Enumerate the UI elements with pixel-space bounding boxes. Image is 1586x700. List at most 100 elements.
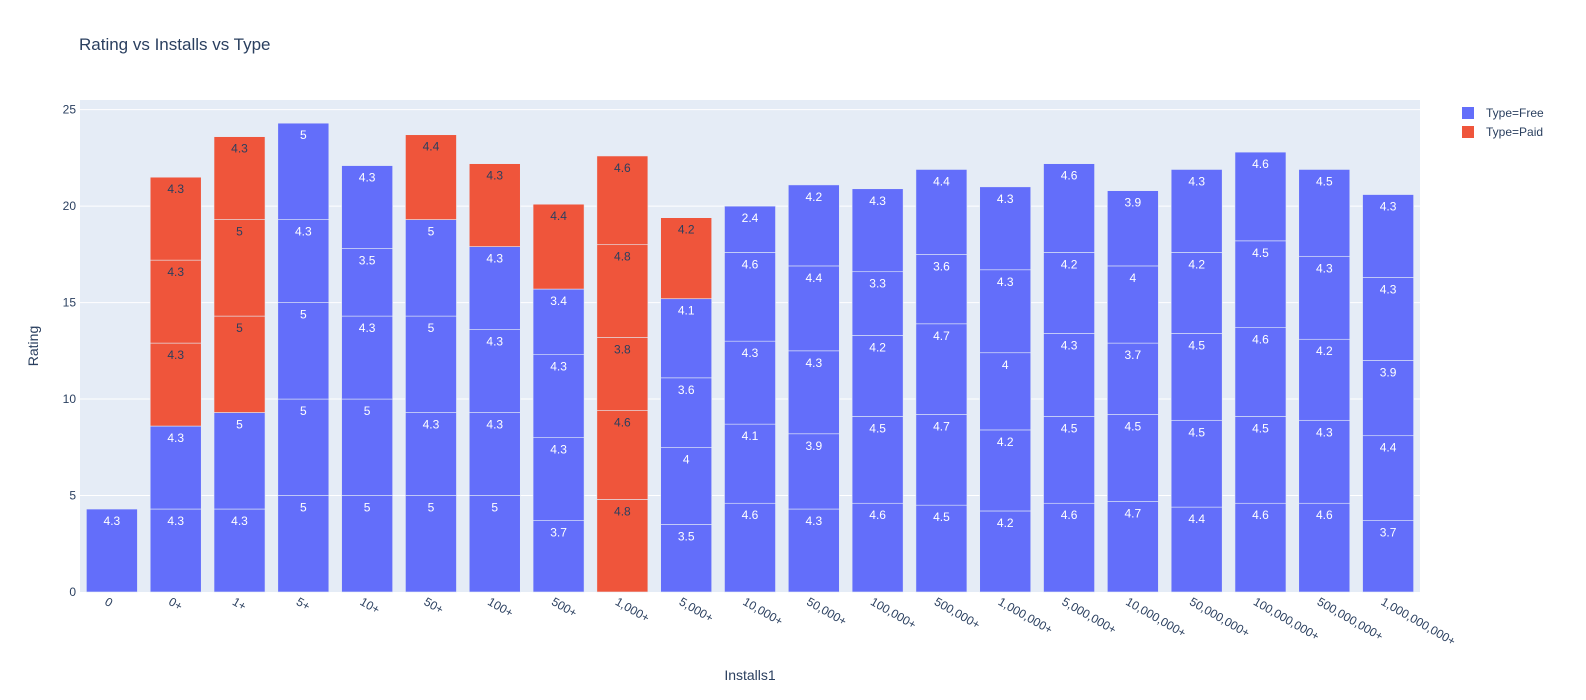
x-tick-label: 1,000+	[613, 594, 652, 625]
bar-value-label: 4.3	[805, 356, 822, 370]
bar-segment	[1107, 342, 1159, 415]
bar-labels: 4.3 4.3 4.3 4.3 5 5 5 5 4.3 5 5 5 4.3 3.5 4.3 5 4.3 5 5 5 4.…	[104, 128, 1397, 543]
bar-segment	[1234, 151, 1287, 242]
bar-value-label: 4.2	[678, 223, 695, 237]
bar-segment	[86, 508, 138, 593]
bar-segment	[405, 134, 457, 220]
bar-value-label: 5	[236, 225, 243, 239]
bar-segment	[341, 165, 393, 249]
bar-segment	[149, 508, 202, 593]
x-axis-ticks: 0 0+ 1+ 5+ 10+ 50+ 100+ 500+ 1,000+ 5,000+ 10,000+…	[102, 594, 1458, 648]
bar-segment	[468, 163, 521, 247]
bar-segment	[724, 205, 776, 253]
bar-value-label: 4.5	[1188, 425, 1205, 439]
bar-value-label: 5	[300, 404, 307, 418]
bar-value-label: 4.6	[1316, 508, 1333, 522]
bar-segment	[277, 302, 330, 400]
bar-value-label: 3.7	[1380, 526, 1397, 540]
bar-segment	[532, 520, 585, 593]
x-tick-label: 0+	[166, 594, 185, 613]
bar-value-label: 4.3	[997, 275, 1014, 289]
bar-value-label: 2.4	[742, 211, 759, 225]
bar-segment	[979, 186, 1032, 271]
bar-segment	[1170, 169, 1223, 253]
bar-value-label: 4.2	[805, 190, 822, 204]
bar-value-label: 4	[1130, 271, 1137, 285]
bar-value-label: 4.5	[1316, 174, 1333, 188]
y-tick-label: 0	[69, 585, 76, 599]
x-tick-label: 100,000,000+	[1251, 594, 1322, 643]
bar-value-label: 4.3	[1380, 200, 1397, 214]
bar-segment	[405, 219, 457, 317]
bar-value-label: 5	[236, 418, 243, 432]
bar-segment	[213, 412, 266, 510]
bar-value-label: 5	[236, 321, 243, 335]
bar-segment	[341, 398, 393, 496]
bar-segment	[851, 188, 904, 273]
bar-segment	[1362, 520, 1414, 593]
bar-value-label: 4.2	[997, 435, 1014, 449]
bar-segment	[1107, 414, 1159, 502]
bar-value-label: 3.7	[1125, 348, 1142, 362]
bar-segment	[1362, 194, 1414, 278]
bar-segment	[149, 342, 202, 427]
x-tick-label: 10,000,000+	[1123, 594, 1188, 640]
bar-segment	[596, 499, 649, 593]
bar-value-label: 4.3	[231, 142, 248, 156]
bar-value-label: 4.4	[550, 209, 567, 223]
bar-value-label: 4.4	[805, 271, 822, 285]
bar-value-label: 3.6	[933, 259, 950, 273]
bar-value-label: 4.3	[359, 171, 376, 185]
x-tick-label: 10+	[358, 594, 383, 616]
x-tick-label: 50,000+	[804, 594, 849, 628]
bar-segment	[1043, 333, 1095, 417]
bar-segment	[1107, 265, 1159, 344]
x-tick-label: 500,000,000+	[1315, 594, 1386, 643]
y-tick-label: 5	[69, 489, 76, 503]
bar-segment	[149, 176, 202, 261]
bar-segment	[851, 271, 904, 336]
bar-segment	[1170, 419, 1223, 508]
bar-value-label: 4.3	[295, 225, 312, 239]
bar-segment	[149, 259, 202, 344]
bar-value-label: 4.1	[742, 429, 759, 443]
bar-value-label: 4.3	[359, 321, 376, 335]
bar-value-label: 3.8	[614, 342, 631, 356]
bar-value-label: 4.8	[614, 504, 631, 518]
x-tick-label: 10,000+	[741, 594, 786, 628]
bar-value-label: 4.7	[933, 329, 950, 343]
bar-value-label: 4.4	[1188, 512, 1205, 526]
bar-segment	[213, 315, 266, 413]
bar-value-label: 4.3	[167, 182, 184, 196]
bar-segment	[915, 323, 968, 415]
bar-value-label: 4.3	[550, 443, 567, 457]
bar-segment	[1043, 252, 1095, 334]
y-tick-label: 15	[63, 296, 77, 310]
bar-segment	[660, 217, 713, 300]
bar-value-label: 4.3	[486, 418, 503, 432]
bar-value-label: 4.3	[1316, 425, 1333, 439]
x-tick-label: 5,000,000+	[1060, 594, 1119, 636]
x-tick-label: 5,000+	[677, 594, 716, 625]
legend-swatch	[1462, 107, 1474, 119]
bar-segment	[1170, 252, 1223, 334]
bar-value-label: 4.5	[1252, 246, 1269, 260]
bars	[86, 122, 1414, 593]
bar-value-label: 4.2	[1188, 257, 1205, 271]
bar-segment	[468, 495, 521, 593]
bar-segment	[1107, 501, 1159, 593]
bar-segment	[724, 423, 776, 504]
bar-segment	[596, 244, 649, 338]
bar-segment	[213, 508, 266, 593]
bar-segment	[915, 254, 968, 325]
bar-value-label: 3.7	[550, 526, 567, 540]
bar-value-label: 4.5	[1061, 421, 1078, 435]
bar-value-label: 4.6	[1252, 157, 1269, 171]
bar-value-label: 4.5	[1252, 421, 1269, 435]
bar-segment	[979, 510, 1032, 593]
bar-segment	[596, 337, 649, 411]
bar-value-label: 4.4	[933, 174, 950, 188]
y-axis-ticks: 0 5 10 15 20 25	[63, 103, 77, 599]
bar-value-label: 4.3	[742, 346, 759, 360]
x-tick-label: 1,000,000+	[996, 594, 1055, 636]
